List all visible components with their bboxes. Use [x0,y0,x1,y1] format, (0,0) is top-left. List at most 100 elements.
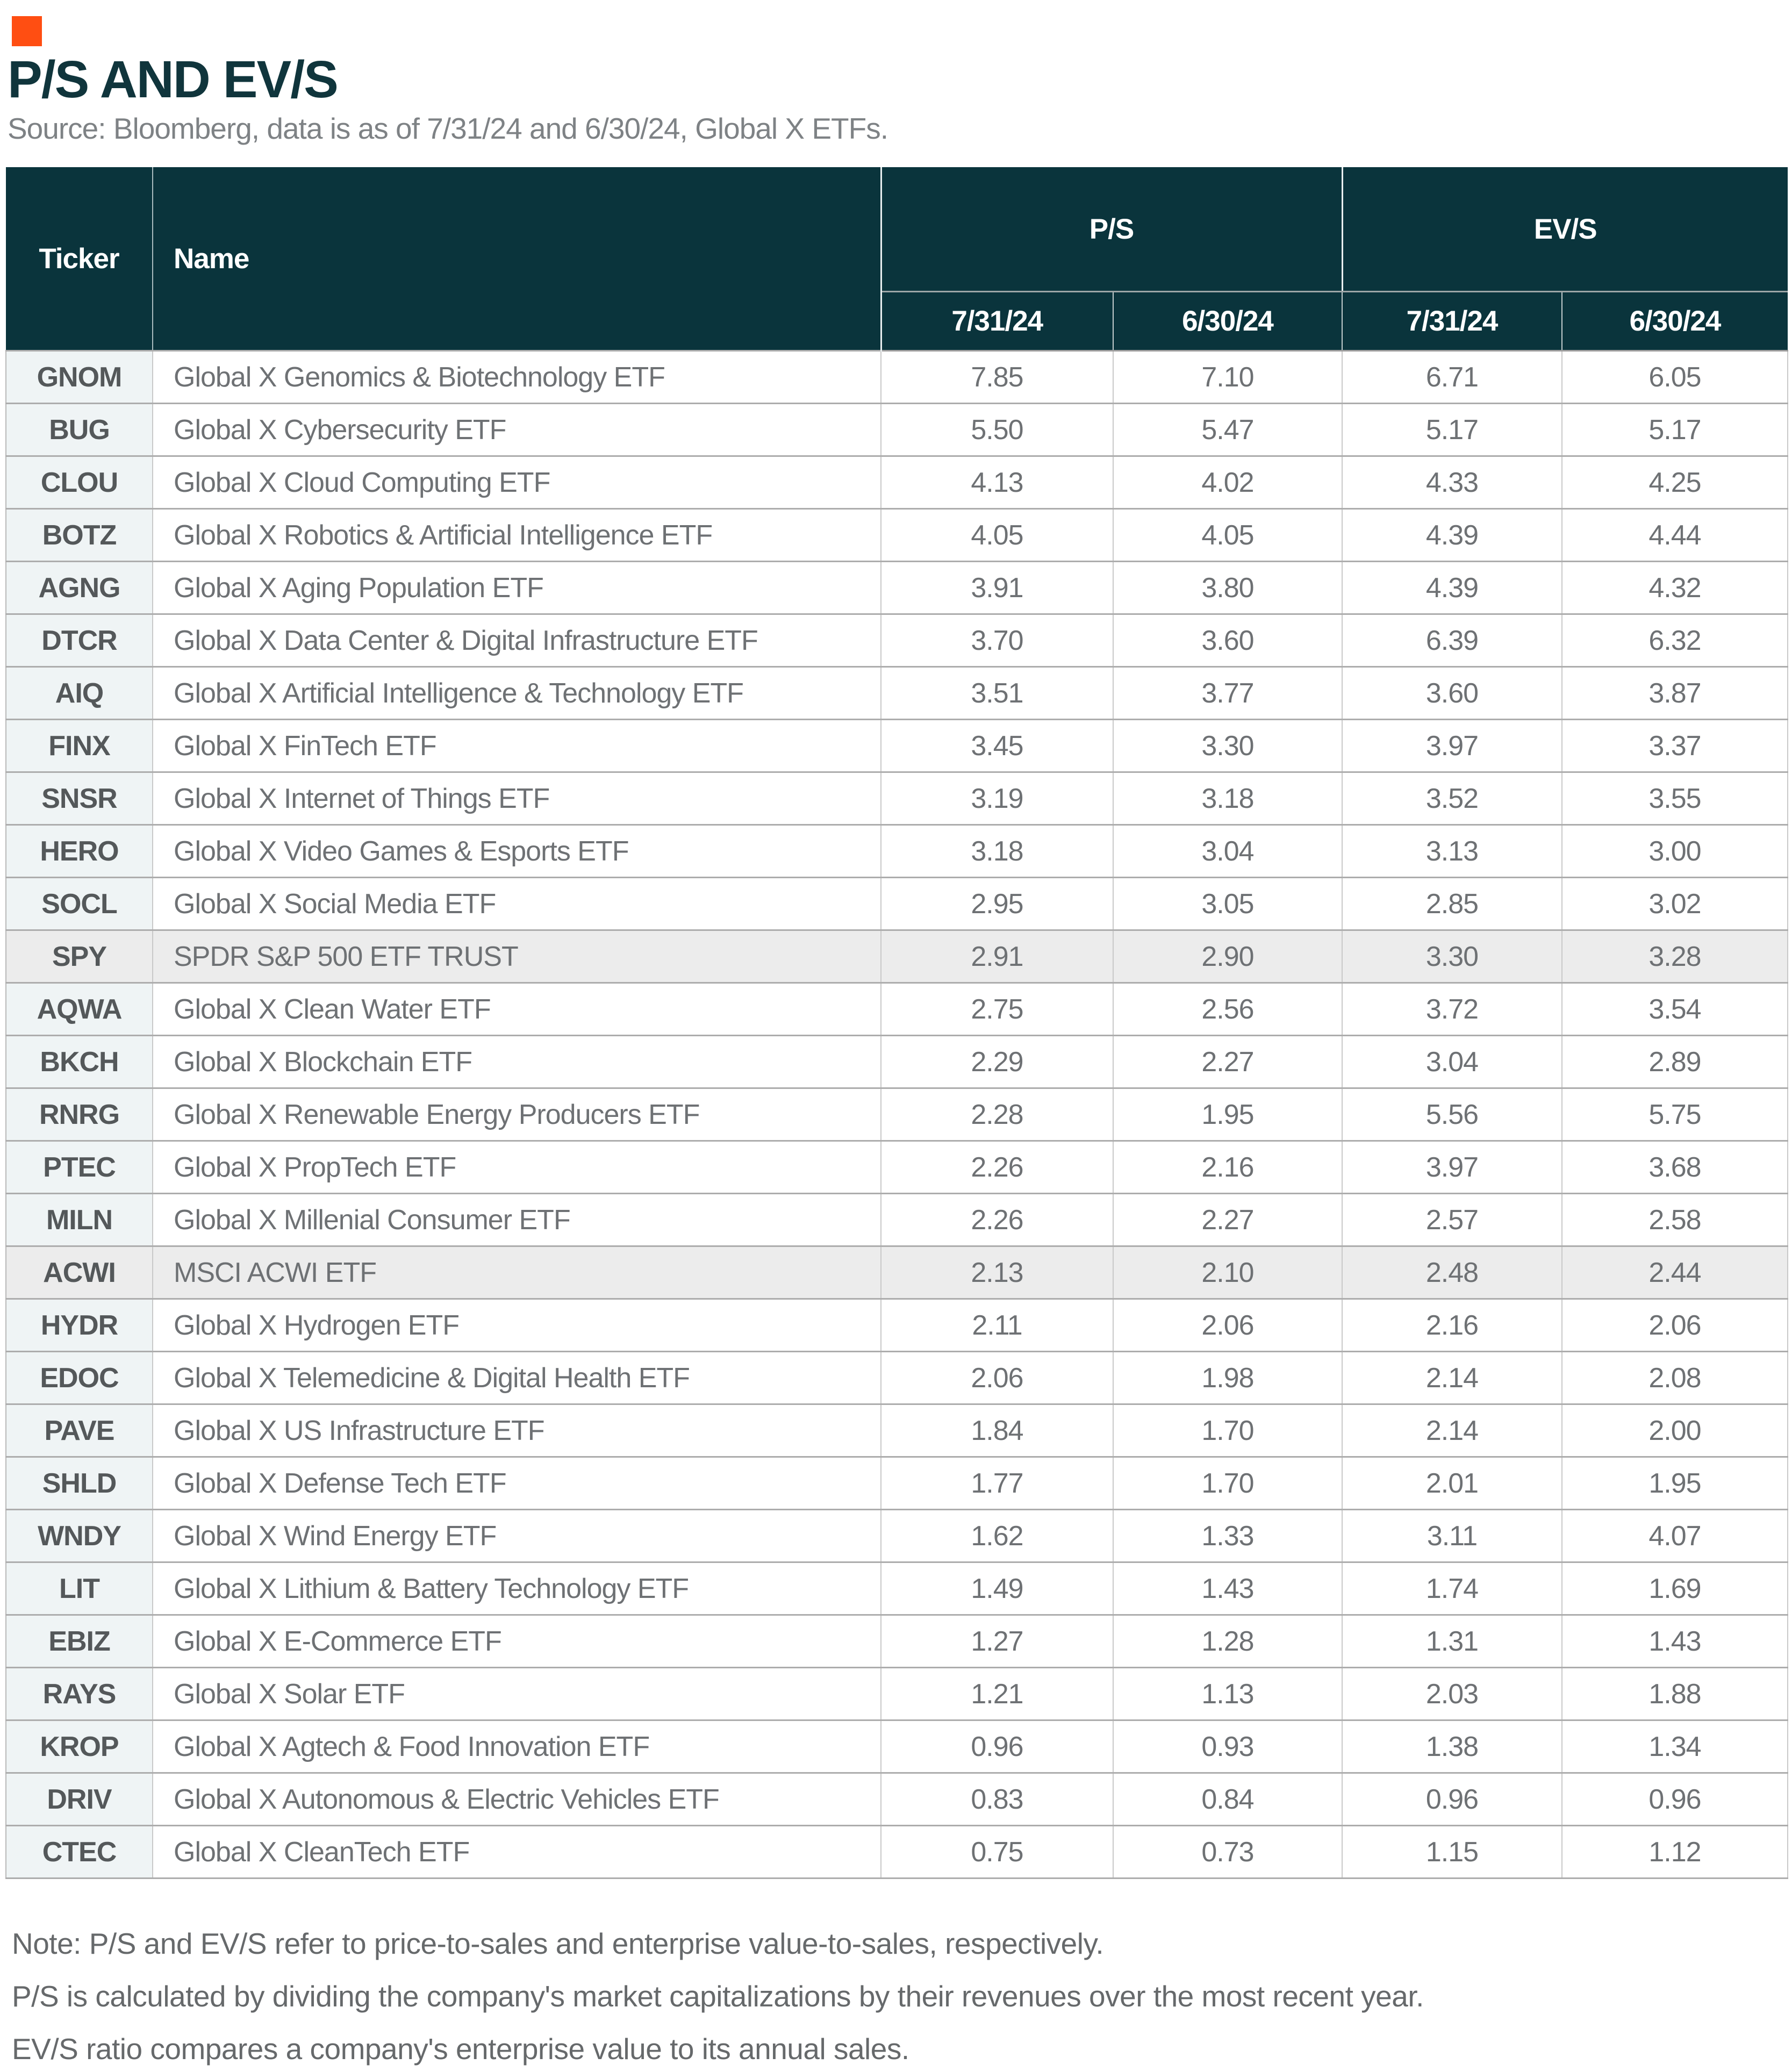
ps-0731-cell: 7.85 [880,350,1113,404]
ticker-cell: HYDR [5,1298,153,1352]
ps-0630-cell: 1.70 [1113,1403,1342,1457]
evs-0630-cell: 4.07 [1561,1509,1788,1562]
name-cell: Global X Social Media ETF [152,877,881,930]
table-body: GNOM Global X Genomics & Biotechnology ET… [5,350,1788,1880]
evs-0731-cell: 1.38 [1342,1719,1562,1773]
name-cell: Global X Millenial Consumer ETF [152,1193,881,1246]
ps-0630-cell: 1.33 [1113,1509,1342,1562]
ps-0731-cell: 2.26 [880,1193,1113,1246]
ps-0630-cell: 2.27 [1113,1035,1342,1088]
ps-0731-cell: 3.51 [880,666,1113,720]
evs-0731-cell: 6.71 [1342,350,1562,404]
table-row: FINX Global X FinTech ETF 3.45 3.30 3.97 3.37 [5,719,1788,772]
ps-0731-cell: 2.75 [880,982,1113,1036]
evs-0731-cell: 1.74 [1342,1561,1562,1615]
ps-0630-cell: 5.47 [1113,403,1342,456]
ps-0630-cell: 3.04 [1113,824,1342,878]
name-cell: SPDR S&P 500 ETF TRUST [152,929,881,983]
ps-0731-cell: 0.96 [880,1719,1113,1773]
table-row: CLOU Global X Cloud Computing ETF 4.13 4.02… [5,455,1788,509]
note-line: Note: P/S and EV/S refer to price-to-sal… [12,1927,1104,1961]
name-cell: Global X CleanTech ETF [152,1825,881,1880]
table-row: RAYS Global X Solar ETF 1.21 1.13 2.03 1.88 [5,1667,1788,1720]
ticker-cell: FINX [5,719,153,772]
ps-0630-cell: 3.05 [1113,877,1342,930]
evs-0630-cell: 2.06 [1561,1298,1788,1352]
ps-0731-cell: 2.95 [880,877,1113,930]
ps-0630-cell: 2.10 [1113,1245,1342,1299]
name-cell: Global X Internet of Things ETF [152,771,881,825]
name-cell: Global X Video Games & Esports ETF [152,824,881,878]
table-row: SPY SPDR S&P 500 ETF TRUST 2.91 2.90 3.30 3.2… [5,929,1788,983]
ps-0731-cell: 3.91 [880,561,1113,614]
table-row: DRIV Global X Autonomous & Electric Vehic… [5,1772,1788,1826]
source-line: Source: Bloomberg, data is as of 7/31/24… [8,111,888,145]
table-row: AGNG Global X Aging Population ETF 3.91 3.8… [5,561,1788,614]
ps-0630-cell: 3.30 [1113,719,1342,772]
table-row: AIQ Global X Artificial Intelligence & Te… [5,666,1788,720]
evs-0731-cell: 4.39 [1342,561,1562,614]
evs-0731-cell: 3.97 [1342,1140,1562,1194]
evs-0731-cell: 2.48 [1342,1245,1562,1299]
evs-0731-cell: 2.85 [1342,877,1562,930]
evs-date-1-header: 7/31/24 [1342,291,1562,352]
ps-0630-cell: 0.93 [1113,1719,1342,1773]
page-title: P/S AND EV/S [8,50,339,109]
name-cell: Global X Hydrogen ETF [152,1298,881,1352]
ticker-cell: SOCL [5,877,153,930]
name-cell: Global X E-Commerce ETF [152,1614,881,1668]
evs-0630-cell: 6.32 [1561,613,1788,667]
ticker-cell: RNRG [5,1087,153,1141]
evs-0731-cell: 1.31 [1342,1614,1562,1668]
evs-0630-cell: 6.05 [1561,350,1788,404]
evs-0731-cell: 3.30 [1342,929,1562,983]
ps-0731-cell: 2.91 [880,929,1113,983]
evs-0630-cell: 4.32 [1561,561,1788,614]
ticker-cell: CTEC [5,1825,153,1880]
ps-0630-cell: 2.27 [1113,1193,1342,1246]
evs-group-header: EV/S [1342,167,1788,293]
note-line: EV/S ratio compares a company's enterpri… [12,2032,909,2066]
evs-0630-cell: 3.68 [1561,1140,1788,1194]
evs-0731-cell: 5.17 [1342,403,1562,456]
table-row: HERO Global X Video Games & Esports ETF 3.… [5,824,1788,878]
table-row: ACWI MSCI ACWI ETF 2.13 2.10 2.48 2.44 [5,1245,1788,1299]
ps-0731-cell: 2.06 [880,1351,1113,1404]
ps-0731-cell: 2.11 [880,1298,1113,1352]
ticker-cell: EBIZ [5,1614,153,1668]
evs-0731-cell: 3.72 [1342,982,1562,1036]
note-line: P/S is calculated by dividing the compan… [12,1980,1424,2013]
brand-square [12,16,42,46]
ticker-cell: AGNG [5,561,153,614]
ps-0731-cell: 0.83 [880,1772,1113,1826]
ticker-cell: DRIV [5,1772,153,1826]
ticker-cell: SHLD [5,1456,153,1510]
header-group-row: Ticker Name P/S EV/S [6,167,1788,351]
evs-0731-cell: 2.16 [1342,1298,1562,1352]
ps-0630-cell: 3.60 [1113,613,1342,667]
evs-0731-cell: 3.60 [1342,666,1562,720]
ticker-cell: CLOU [5,455,153,509]
ps-0731-cell: 1.21 [880,1667,1113,1720]
ps-0630-cell: 0.84 [1113,1772,1342,1826]
table-row: MILN Global X Millenial Consumer ETF 2.26 2… [5,1193,1788,1246]
ticker-cell: AIQ [5,666,153,720]
name-cell: Global X Genomics & Biotechnology ETF [152,350,881,404]
evs-0630-cell: 1.43 [1561,1614,1788,1668]
table-row: WNDY Global X Wind Energy ETF 1.62 1.33 3.11… [5,1509,1788,1562]
ps-0630-cell: 2.56 [1113,982,1342,1036]
ticker-cell: PTEC [5,1140,153,1194]
table-row: EBIZ Global X E-Commerce ETF 1.27 1.28 1.31 1… [5,1614,1788,1668]
name-cell: Global X Artificial Intelligence & Techn… [152,666,881,720]
evs-0630-cell: 2.08 [1561,1351,1788,1404]
evs-0630-cell: 2.58 [1561,1193,1788,1246]
evs-0731-cell: 2.14 [1342,1403,1562,1457]
ticker-cell: SNSR [5,771,153,825]
ticker-cell: BUG [5,403,153,456]
evs-0630-cell: 2.00 [1561,1403,1788,1457]
evs-0630-cell: 3.28 [1561,929,1788,983]
ps-0630-cell: 1.70 [1113,1456,1342,1510]
ps-date-2-header: 6/30/24 [1113,291,1342,352]
ps-0630-cell: 1.28 [1113,1614,1342,1668]
evs-0731-cell: 5.56 [1342,1087,1562,1141]
